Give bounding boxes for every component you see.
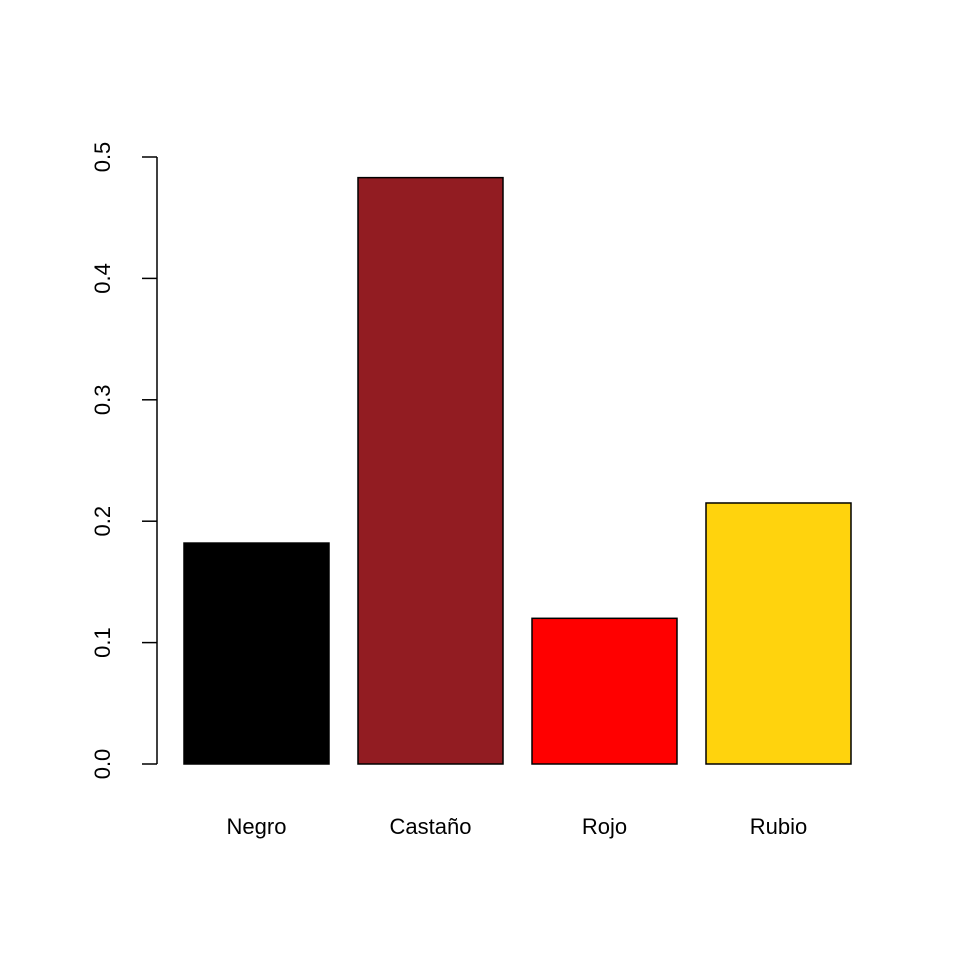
y-tick-label: 0.3 (90, 385, 115, 416)
x-tick-label: Castaño (390, 814, 472, 839)
bar-rubio (705, 502, 852, 765)
y-tick-label: 0.0 (90, 749, 115, 780)
x-tick-label: Rubio (750, 814, 807, 839)
y-tick-label: 0.2 (90, 506, 115, 537)
y-tick-label: 0.4 (90, 263, 115, 294)
bar-castano (357, 176, 504, 765)
y-tick-label: 0.5 (90, 142, 115, 173)
x-tick-label: Rojo (582, 814, 627, 839)
x-tick-label: Negro (227, 814, 287, 839)
bars (183, 176, 852, 765)
bar-negro (183, 542, 330, 765)
bar-rojo (531, 617, 678, 765)
x-axis-labels: Negro Castaño Rojo Rubio (227, 814, 808, 839)
y-tick-label: 0.1 (90, 627, 115, 658)
y-axis: 0.0 0.1 0.2 0.3 0.4 0.5 (90, 142, 158, 780)
